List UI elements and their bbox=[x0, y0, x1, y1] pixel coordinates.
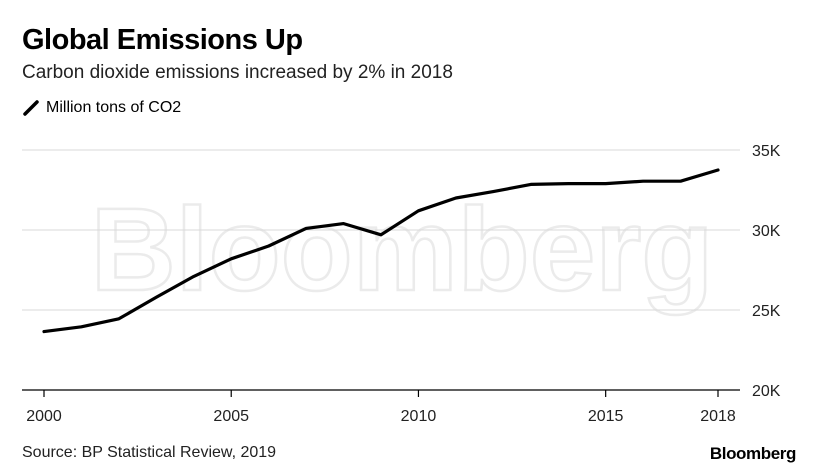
chart-title: Global Emissions Up bbox=[22, 24, 303, 56]
y-tick-label: 25K bbox=[752, 303, 781, 320]
x-tick-label: 2018 bbox=[700, 408, 736, 425]
x-tick-label: 2015 bbox=[588, 408, 624, 425]
brand-logo: Bloomberg bbox=[709, 444, 797, 463]
x-tick-label: 2005 bbox=[213, 408, 249, 425]
legend-line-icon bbox=[23, 100, 39, 116]
x-tick-label: 2010 bbox=[401, 408, 437, 425]
x-tick-label: 2000 bbox=[26, 408, 62, 425]
legend: Million tons of CO2 bbox=[22, 99, 181, 117]
y-tick-label: 20K bbox=[752, 383, 781, 400]
chart-subtitle: Carbon dioxide emissions increased by 2%… bbox=[22, 62, 453, 83]
source-note: Source: BP Statistical Review, 2019 bbox=[22, 444, 277, 461]
y-tick-label: 30K bbox=[752, 223, 781, 240]
bloomberg-watermark: Bloomberg bbox=[91, 184, 714, 316]
legend-label: Million tons of CO2 bbox=[46, 99, 182, 116]
y-tick-label: 35K bbox=[752, 143, 781, 160]
